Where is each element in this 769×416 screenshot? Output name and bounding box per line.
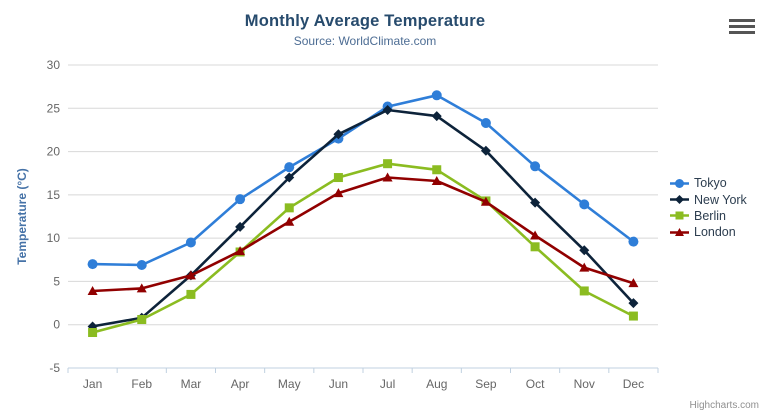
legend-item-label: London xyxy=(694,225,736,240)
hamburger-icon xyxy=(729,19,755,35)
svg-text:Jan: Jan xyxy=(83,377,102,391)
legend: Tokyo New York Berlin London xyxy=(670,175,747,241)
legend-item-berlin[interactable]: Berlin xyxy=(670,208,747,224)
svg-text:-5: -5 xyxy=(49,361,60,375)
svg-text:Aug: Aug xyxy=(426,377,447,391)
svg-text:10: 10 xyxy=(47,231,61,245)
series-tokyo xyxy=(87,90,639,270)
chart-subtitle: Source: WorldClimate.com xyxy=(293,34,437,48)
legend-triangle-icon xyxy=(670,227,689,236)
series-new-york xyxy=(87,105,639,332)
legend-diamond-icon xyxy=(670,195,689,205)
credits-link[interactable]: Highcharts.com xyxy=(689,400,759,411)
legend-item-new-york[interactable]: New York xyxy=(670,191,747,207)
legend-item-london[interactable]: London xyxy=(670,224,747,240)
legend-square-icon xyxy=(670,211,689,220)
x-axis-labels: Jan Feb Mar Apr May Jun Jul Aug Sep Oct Nov Dec xyxy=(83,377,644,391)
svg-text:Sep: Sep xyxy=(475,377,497,391)
series-london xyxy=(87,172,639,295)
svg-text:30: 30 xyxy=(47,58,61,72)
svg-text:May: May xyxy=(278,377,301,391)
svg-text:20: 20 xyxy=(47,145,61,159)
svg-text:Mar: Mar xyxy=(181,377,202,391)
legend-item-label: Berlin xyxy=(694,208,726,223)
svg-text:0: 0 xyxy=(53,318,60,332)
svg-text:5: 5 xyxy=(53,274,60,288)
legend-item-label: New York xyxy=(694,192,747,207)
svg-text:Jul: Jul xyxy=(380,377,395,391)
export-menu-button[interactable] xyxy=(727,17,757,39)
legend-item-tokyo[interactable]: Tokyo xyxy=(670,175,747,191)
y-axis-labels: -5 0 5 10 15 20 25 30 xyxy=(47,58,61,375)
svg-text:Nov: Nov xyxy=(574,377,595,391)
svg-text:Jun: Jun xyxy=(329,377,348,391)
y-axis-title: Temperature (°C) xyxy=(15,168,29,265)
chart-title: Monthly Average Temperature xyxy=(244,12,486,30)
svg-text:15: 15 xyxy=(47,188,61,202)
legend-circle-icon xyxy=(670,178,689,188)
x-axis xyxy=(67,367,659,373)
svg-text:Apr: Apr xyxy=(231,377,250,391)
svg-text:Feb: Feb xyxy=(131,377,152,391)
svg-text:Dec: Dec xyxy=(623,377,644,391)
svg-text:25: 25 xyxy=(47,101,61,115)
svg-text:Oct: Oct xyxy=(526,377,545,391)
legend-item-label: Tokyo xyxy=(694,176,727,191)
